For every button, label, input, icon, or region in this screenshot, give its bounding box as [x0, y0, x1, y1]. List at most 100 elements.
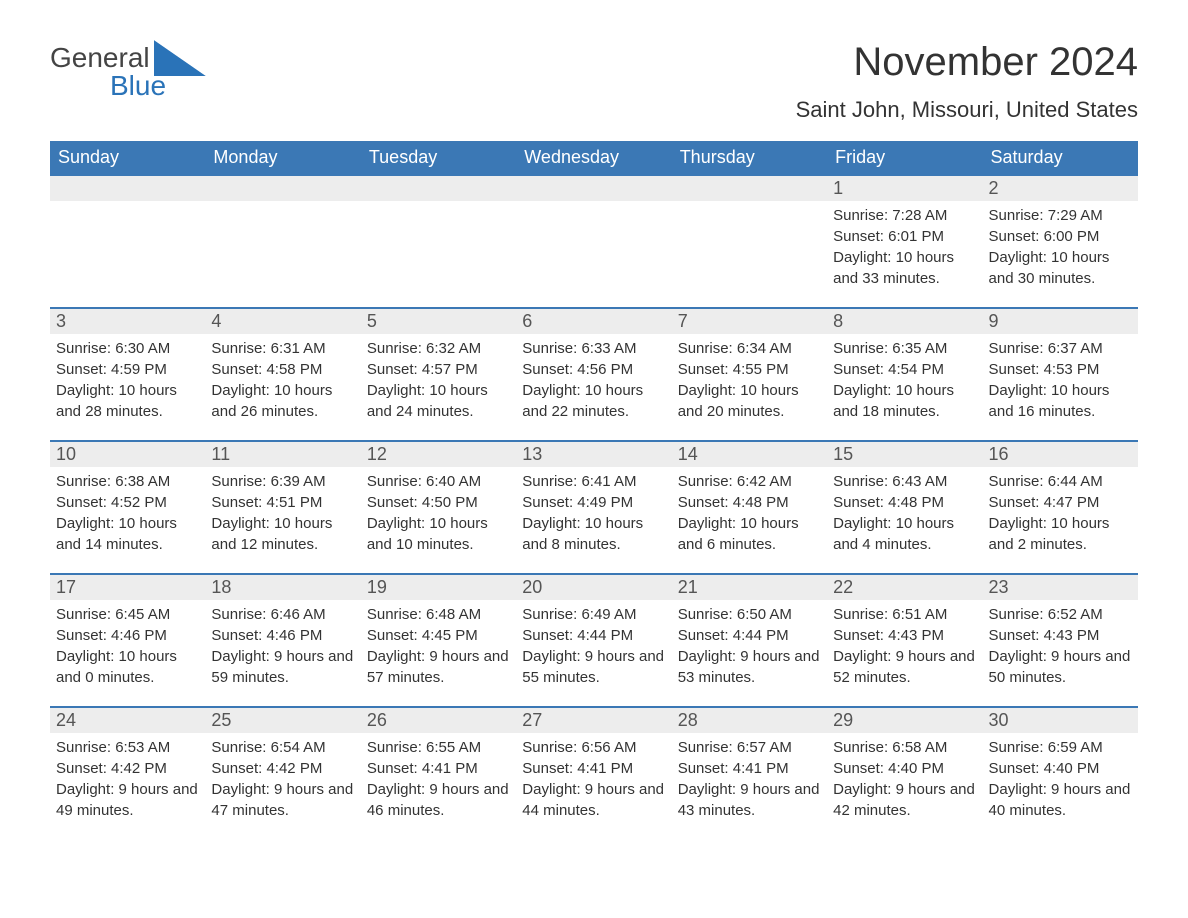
sunrise-line: Sunrise: 6:50 AM: [678, 604, 821, 625]
day-number-4: 4: [205, 308, 360, 334]
day-number-16: 16: [983, 441, 1138, 467]
daylight-line: Daylight: 10 hours and 10 minutes.: [367, 513, 510, 555]
sunrise-line: Sunrise: 6:51 AM: [833, 604, 976, 625]
sunset-line: Sunset: 4:44 PM: [522, 625, 665, 646]
day-number-8: 8: [827, 308, 982, 334]
sunrise-line: Sunrise: 6:42 AM: [678, 471, 821, 492]
day-number-9: 9: [983, 308, 1138, 334]
daylight-line: Daylight: 10 hours and 24 minutes.: [367, 380, 510, 422]
day-cell-26: Sunrise: 6:55 AMSunset: 4:41 PMDaylight:…: [361, 733, 516, 839]
dow-sunday: Sunday: [50, 141, 205, 175]
day-cell-7: Sunrise: 6:34 AMSunset: 4:55 PMDaylight:…: [672, 334, 827, 441]
sunset-line: Sunset: 4:47 PM: [989, 492, 1132, 513]
day-cell-18: Sunrise: 6:46 AMSunset: 4:46 PMDaylight:…: [205, 600, 360, 707]
header: General Blue November 2024 Saint John, M…: [50, 40, 1138, 123]
daylight-line: Daylight: 9 hours and 42 minutes.: [833, 779, 976, 821]
sunrise-line: Sunrise: 6:35 AM: [833, 338, 976, 359]
day-cell-30: Sunrise: 6:59 AMSunset: 4:40 PMDaylight:…: [983, 733, 1138, 839]
sunrise-line: Sunrise: 6:59 AM: [989, 737, 1132, 758]
daylight-line: Daylight: 9 hours and 53 minutes.: [678, 646, 821, 688]
calendar-table: SundayMondayTuesdayWednesdayThursdayFrid…: [50, 141, 1138, 839]
day-number-blank: [205, 175, 360, 201]
day-cell-10: Sunrise: 6:38 AMSunset: 4:52 PMDaylight:…: [50, 467, 205, 574]
day-number-25: 25: [205, 707, 360, 733]
day-number-13: 13: [516, 441, 671, 467]
daylight-line: Daylight: 9 hours and 59 minutes.: [211, 646, 354, 688]
day-cell-15: Sunrise: 6:43 AMSunset: 4:48 PMDaylight:…: [827, 467, 982, 574]
day-cell-5: Sunrise: 6:32 AMSunset: 4:57 PMDaylight:…: [361, 334, 516, 441]
day-number-20: 20: [516, 574, 671, 600]
sunset-line: Sunset: 4:53 PM: [989, 359, 1132, 380]
sunrise-line: Sunrise: 6:48 AM: [367, 604, 510, 625]
day-number-2: 2: [983, 175, 1138, 201]
sunrise-line: Sunrise: 6:41 AM: [522, 471, 665, 492]
sunset-line: Sunset: 4:51 PM: [211, 492, 354, 513]
daylight-line: Daylight: 10 hours and 28 minutes.: [56, 380, 199, 422]
week-5-body-row: Sunrise: 6:53 AMSunset: 4:42 PMDaylight:…: [50, 733, 1138, 839]
sunset-line: Sunset: 4:40 PM: [833, 758, 976, 779]
sunset-line: Sunset: 4:43 PM: [989, 625, 1132, 646]
sunrise-line: Sunrise: 6:57 AM: [678, 737, 821, 758]
sunset-line: Sunset: 6:01 PM: [833, 226, 976, 247]
week-1-body-row: Sunrise: 7:28 AMSunset: 6:01 PMDaylight:…: [50, 201, 1138, 308]
day-cell-19: Sunrise: 6:48 AMSunset: 4:45 PMDaylight:…: [361, 600, 516, 707]
sunrise-line: Sunrise: 6:31 AM: [211, 338, 354, 359]
week-3-daynum-row: 10111213141516: [50, 441, 1138, 467]
sunrise-line: Sunrise: 6:34 AM: [678, 338, 821, 359]
sunset-line: Sunset: 4:45 PM: [367, 625, 510, 646]
calendar-body: 12 Sunrise: 7:28 AMSunset: 6:01 PMDayligh…: [50, 175, 1138, 839]
sunrise-line: Sunrise: 6:39 AM: [211, 471, 354, 492]
day-number-12: 12: [361, 441, 516, 467]
sunset-line: Sunset: 4:56 PM: [522, 359, 665, 380]
sunrise-line: Sunrise: 6:49 AM: [522, 604, 665, 625]
day-number-15: 15: [827, 441, 982, 467]
sunset-line: Sunset: 4:48 PM: [833, 492, 976, 513]
day-cell-blank: [50, 201, 205, 308]
sunrise-line: Sunrise: 6:54 AM: [211, 737, 354, 758]
sunset-line: Sunset: 4:46 PM: [211, 625, 354, 646]
dow-thursday: Thursday: [672, 141, 827, 175]
day-cell-3: Sunrise: 6:30 AMSunset: 4:59 PMDaylight:…: [50, 334, 205, 441]
sunrise-line: Sunrise: 6:55 AM: [367, 737, 510, 758]
sunrise-line: Sunrise: 6:38 AM: [56, 471, 199, 492]
dow-friday: Friday: [827, 141, 982, 175]
dow-saturday: Saturday: [983, 141, 1138, 175]
dow-wednesday: Wednesday: [516, 141, 671, 175]
day-cell-22: Sunrise: 6:51 AMSunset: 4:43 PMDaylight:…: [827, 600, 982, 707]
sunset-line: Sunset: 6:00 PM: [989, 226, 1132, 247]
daylight-line: Daylight: 10 hours and 0 minutes.: [56, 646, 199, 688]
daylight-line: Daylight: 10 hours and 33 minutes.: [833, 247, 976, 289]
sunset-line: Sunset: 4:58 PM: [211, 359, 354, 380]
sunset-line: Sunset: 4:41 PM: [678, 758, 821, 779]
sunset-line: Sunset: 4:40 PM: [989, 758, 1132, 779]
sunrise-line: Sunrise: 6:45 AM: [56, 604, 199, 625]
daylight-line: Daylight: 9 hours and 44 minutes.: [522, 779, 665, 821]
sunrise-line: Sunrise: 6:56 AM: [522, 737, 665, 758]
day-cell-1: Sunrise: 7:28 AMSunset: 6:01 PMDaylight:…: [827, 201, 982, 308]
daylight-line: Daylight: 9 hours and 49 minutes.: [56, 779, 199, 821]
day-cell-11: Sunrise: 6:39 AMSunset: 4:51 PMDaylight:…: [205, 467, 360, 574]
day-number-27: 27: [516, 707, 671, 733]
day-cell-13: Sunrise: 6:41 AMSunset: 4:49 PMDaylight:…: [516, 467, 671, 574]
dow-tuesday: Tuesday: [361, 141, 516, 175]
day-number-3: 3: [50, 308, 205, 334]
daylight-line: Daylight: 10 hours and 26 minutes.: [211, 380, 354, 422]
sunset-line: Sunset: 4:43 PM: [833, 625, 976, 646]
day-cell-20: Sunrise: 6:49 AMSunset: 4:44 PMDaylight:…: [516, 600, 671, 707]
week-3-body-row: Sunrise: 6:38 AMSunset: 4:52 PMDaylight:…: [50, 467, 1138, 574]
day-number-blank: [361, 175, 516, 201]
sunrise-line: Sunrise: 6:46 AM: [211, 604, 354, 625]
day-cell-blank: [672, 201, 827, 308]
sunrise-line: Sunrise: 6:53 AM: [56, 737, 199, 758]
sunset-line: Sunset: 4:44 PM: [678, 625, 821, 646]
daylight-line: Daylight: 10 hours and 22 minutes.: [522, 380, 665, 422]
day-cell-9: Sunrise: 6:37 AMSunset: 4:53 PMDaylight:…: [983, 334, 1138, 441]
day-of-week-header-row: SundayMondayTuesdayWednesdayThursdayFrid…: [50, 141, 1138, 175]
month-title: November 2024: [796, 40, 1138, 85]
sunset-line: Sunset: 4:41 PM: [367, 758, 510, 779]
location-subheading: Saint John, Missouri, United States: [796, 97, 1138, 123]
day-number-28: 28: [672, 707, 827, 733]
title-block: November 2024 Saint John, Missouri, Unit…: [796, 40, 1138, 123]
daylight-line: Daylight: 9 hours and 50 minutes.: [989, 646, 1132, 688]
day-cell-12: Sunrise: 6:40 AMSunset: 4:50 PMDaylight:…: [361, 467, 516, 574]
